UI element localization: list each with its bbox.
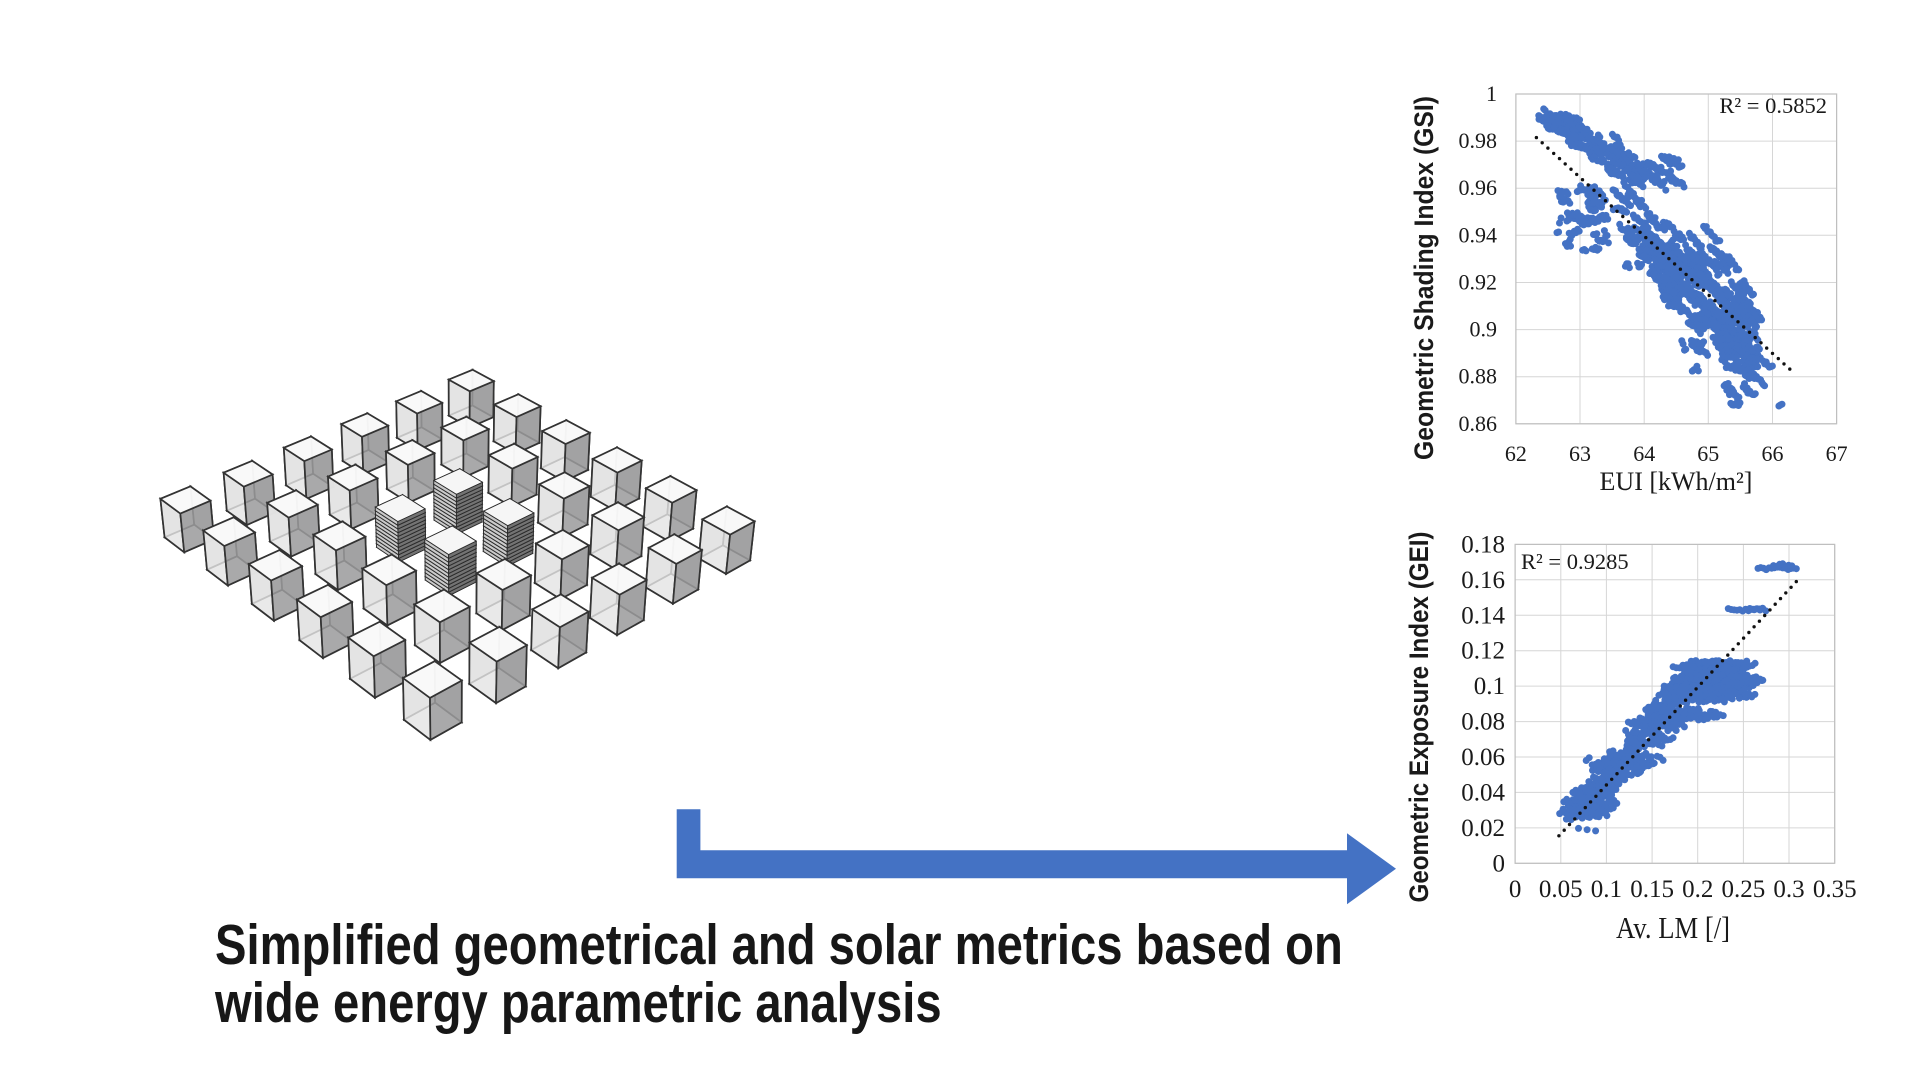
svg-text:0.3: 0.3	[1773, 876, 1804, 903]
svg-text:62: 62	[1505, 441, 1527, 466]
svg-text:0.86: 0.86	[1459, 411, 1498, 436]
svg-text:63: 63	[1569, 441, 1591, 466]
svg-text:0.16: 0.16	[1461, 567, 1505, 594]
svg-text:0.9: 0.9	[1470, 317, 1498, 342]
svg-text:0.18: 0.18	[1461, 531, 1505, 558]
svg-text:0.35: 0.35	[1813, 876, 1857, 903]
svg-text:0.06: 0.06	[1461, 744, 1505, 771]
svg-text:Av. LM [/]: Av. LM [/]	[1616, 910, 1730, 945]
svg-text:0.92: 0.92	[1459, 270, 1498, 295]
svg-text:0.12: 0.12	[1461, 638, 1505, 665]
svg-text:64: 64	[1633, 441, 1655, 466]
svg-text:0.04: 0.04	[1461, 779, 1505, 806]
svg-text:0.05: 0.05	[1539, 876, 1583, 903]
svg-text:0: 0	[1509, 876, 1522, 903]
svg-text:EUI [kWh/m²]: EUI [kWh/m²]	[1600, 467, 1753, 496]
svg-text:0.96: 0.96	[1459, 175, 1498, 200]
svg-text:67: 67	[1826, 441, 1848, 466]
svg-text:0.15: 0.15	[1630, 876, 1674, 903]
svg-text:Geometric Shading Index (GSI): Geometric Shading Index (GSI)	[1409, 96, 1439, 460]
svg-text:0.2: 0.2	[1682, 876, 1713, 903]
svg-text:0.88: 0.88	[1459, 364, 1498, 389]
svg-text:66: 66	[1762, 441, 1784, 466]
svg-text:R² = 0.9285: R² = 0.9285	[1521, 549, 1629, 574]
svg-text:0.08: 0.08	[1461, 709, 1505, 736]
svg-text:Geometric Exposure Index (GEI): Geometric Exposure Index (GEI)	[1404, 532, 1434, 903]
svg-text:0.14: 0.14	[1461, 602, 1505, 629]
svg-text:R² = 0.5852: R² = 0.5852	[1719, 93, 1827, 118]
svg-text:0.98: 0.98	[1459, 128, 1498, 153]
svg-text:65: 65	[1697, 441, 1719, 466]
svg-text:0.02: 0.02	[1461, 815, 1505, 842]
svg-text:0.94: 0.94	[1459, 222, 1498, 247]
svg-text:0: 0	[1493, 850, 1506, 877]
svg-text:1: 1	[1486, 81, 1497, 106]
svg-text:0.25: 0.25	[1722, 876, 1766, 903]
svg-text:0.1: 0.1	[1474, 673, 1505, 700]
svg-text:0.1: 0.1	[1591, 876, 1622, 903]
